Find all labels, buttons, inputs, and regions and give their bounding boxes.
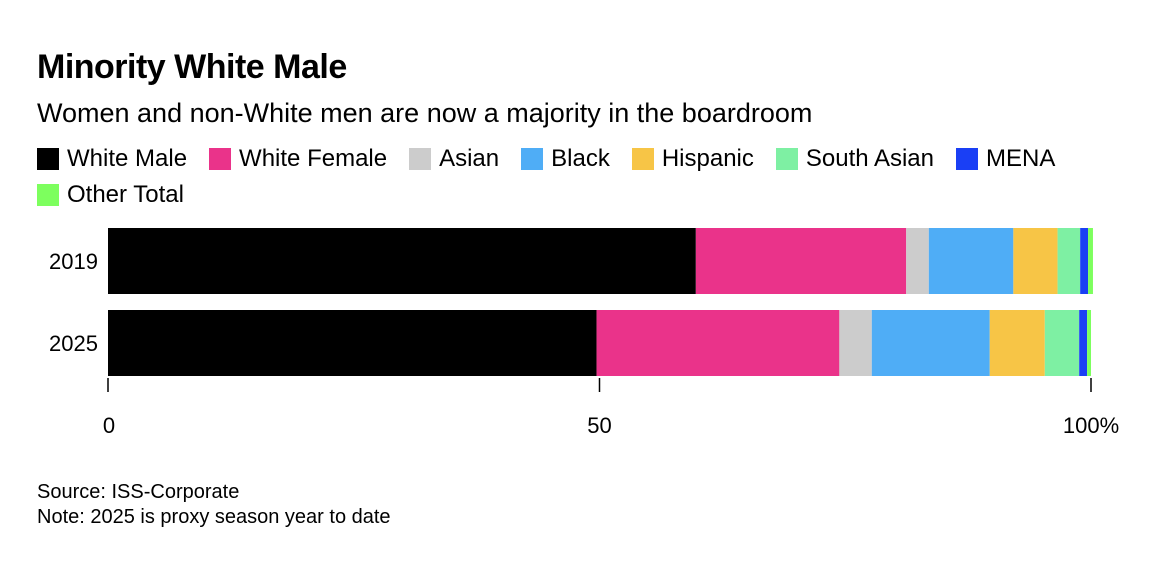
category-label: 2019	[49, 249, 98, 274]
legend-item: Hispanic	[631, 144, 754, 174]
legend-label: Black	[551, 145, 610, 172]
bar-segment	[839, 310, 872, 376]
stacked-bar-chart: 2019 2025 0 50 100%	[49, 228, 1119, 438]
legend-item: White Female	[209, 144, 387, 174]
legend-swatch	[37, 148, 59, 170]
bar-segment	[1088, 228, 1093, 294]
legend-label: Hispanic	[661, 145, 754, 172]
legend-swatch	[37, 184, 59, 206]
legend-label: White Female	[239, 145, 388, 172]
x-tick-label: 0	[103, 413, 115, 438]
bar-segment	[906, 228, 929, 294]
legend-swatch	[631, 148, 654, 170]
legend-label: Asian	[439, 145, 500, 172]
category-label: 2025	[49, 331, 98, 356]
source-note: Source: ISS-Corporate	[37, 481, 240, 503]
bar-segment	[1044, 310, 1080, 376]
legend-swatch	[209, 148, 232, 170]
bar-segment	[1057, 228, 1081, 294]
chart-subtitle: Women and non-White men are now a majori…	[37, 98, 813, 128]
legend-item: Other Total	[37, 180, 184, 210]
legend-item: White Male	[37, 144, 187, 174]
bar-segment	[928, 228, 1014, 294]
legend-swatch	[955, 148, 978, 170]
bar-segment	[1013, 228, 1058, 294]
chart-footer: Source: ISS-Corporate Note: 2025 is prox…	[37, 480, 391, 530]
legend-label: White Male	[67, 145, 188, 172]
bar-segment	[871, 310, 990, 376]
bar-segment	[1079, 310, 1088, 376]
bar-segment	[1080, 228, 1089, 294]
legend-label: Other Total	[67, 181, 184, 208]
legend-swatch	[409, 148, 432, 170]
bar-segment	[108, 228, 696, 294]
bar-segment	[108, 310, 597, 376]
x-tick-label: 100%	[1063, 413, 1119, 438]
legend-item: Black	[521, 144, 610, 174]
legend-label: MENA	[985, 145, 1056, 172]
chart-legend: White Male White Female Asian Black Hispanic…	[37, 144, 1127, 210]
x-tick-label: 50	[587, 413, 611, 438]
legend-label: South Asian	[805, 145, 934, 172]
legend-item: South Asian	[775, 144, 934, 174]
legend-item: MENA	[955, 144, 1056, 174]
bar-segment	[989, 310, 1045, 376]
chart-title: Minority White Male	[37, 48, 347, 86]
legend-swatch	[775, 148, 798, 170]
bar-segment	[596, 310, 840, 376]
legend-item: Asian	[409, 144, 499, 174]
legend-swatch	[521, 148, 544, 170]
bar-segment	[695, 228, 907, 294]
footnote: Note: 2025 is proxy season year to date	[37, 506, 391, 528]
bar-segment	[1087, 310, 1091, 376]
